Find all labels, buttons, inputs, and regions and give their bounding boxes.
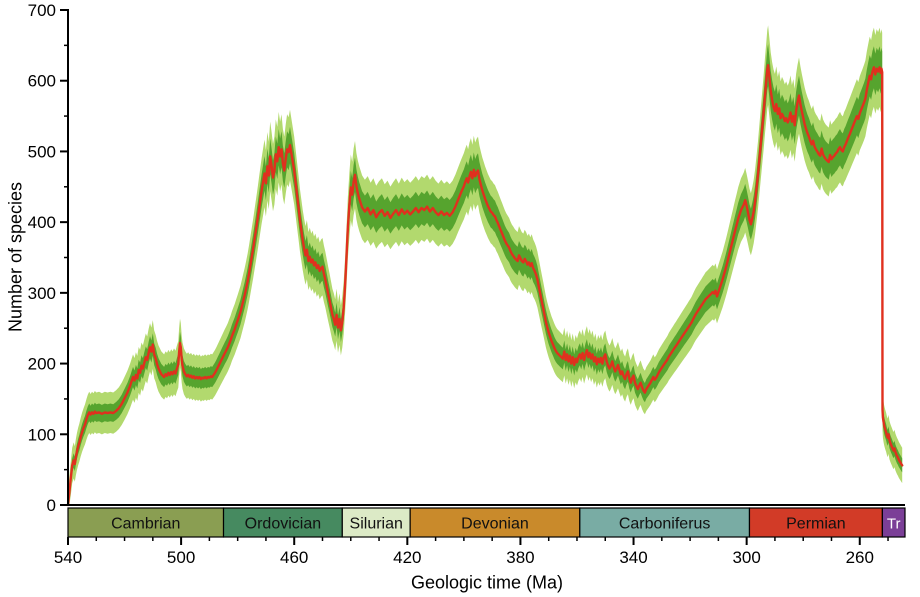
period-band-ordovician bbox=[222, 507, 343, 538]
y-axis-tick-label: 100 bbox=[28, 425, 56, 444]
x-axis-tick-label: 500 bbox=[167, 548, 195, 567]
x-axis-title: Geologic time (Ma) bbox=[410, 572, 564, 593]
period-label-silurian: Silurian bbox=[350, 516, 403, 533]
period-label-permian: Permian bbox=[786, 516, 846, 533]
y-axis-tick-label: 700 bbox=[28, 1, 56, 20]
period-label-carboniferus: Carboniferus bbox=[619, 516, 711, 533]
period-label-tr: Tr bbox=[887, 516, 901, 533]
period-band-carboniferus bbox=[579, 507, 751, 538]
period-label-ordovician: Ordovician bbox=[245, 516, 321, 533]
x-axis-tick-label: 300 bbox=[732, 548, 760, 567]
period-label-devonian: Devonian bbox=[461, 516, 529, 533]
period-band-devonian bbox=[409, 507, 581, 538]
y-axis-tick-label: 600 bbox=[28, 72, 56, 91]
y-axis-tick-label: 0 bbox=[47, 496, 56, 515]
x-axis-tick-label: 260 bbox=[846, 548, 874, 567]
x-axis-tick-label: 460 bbox=[280, 548, 308, 567]
y-axis-tick-label: 400 bbox=[28, 213, 56, 232]
x-axis-tick-label: 420 bbox=[393, 548, 421, 567]
period-band-tr bbox=[881, 507, 906, 538]
period-label-cambrian: Cambrian bbox=[111, 516, 180, 533]
species-richness-line bbox=[66, 64, 904, 507]
y-axis-tick-label: 300 bbox=[28, 284, 56, 303]
period-band-permian bbox=[748, 507, 883, 538]
x-axis-tick-label: 540 bbox=[54, 548, 82, 567]
y-axis-tick-label: 500 bbox=[28, 142, 56, 161]
y-axis-tick-label: 200 bbox=[28, 355, 56, 374]
y-axis-title: Number of species bbox=[5, 181, 26, 333]
period-band-cambrian bbox=[67, 507, 225, 538]
period-band-silurian bbox=[341, 507, 411, 538]
x-axis-tick-label: 380 bbox=[506, 548, 534, 567]
x-axis-tick-label: 340 bbox=[619, 548, 647, 567]
